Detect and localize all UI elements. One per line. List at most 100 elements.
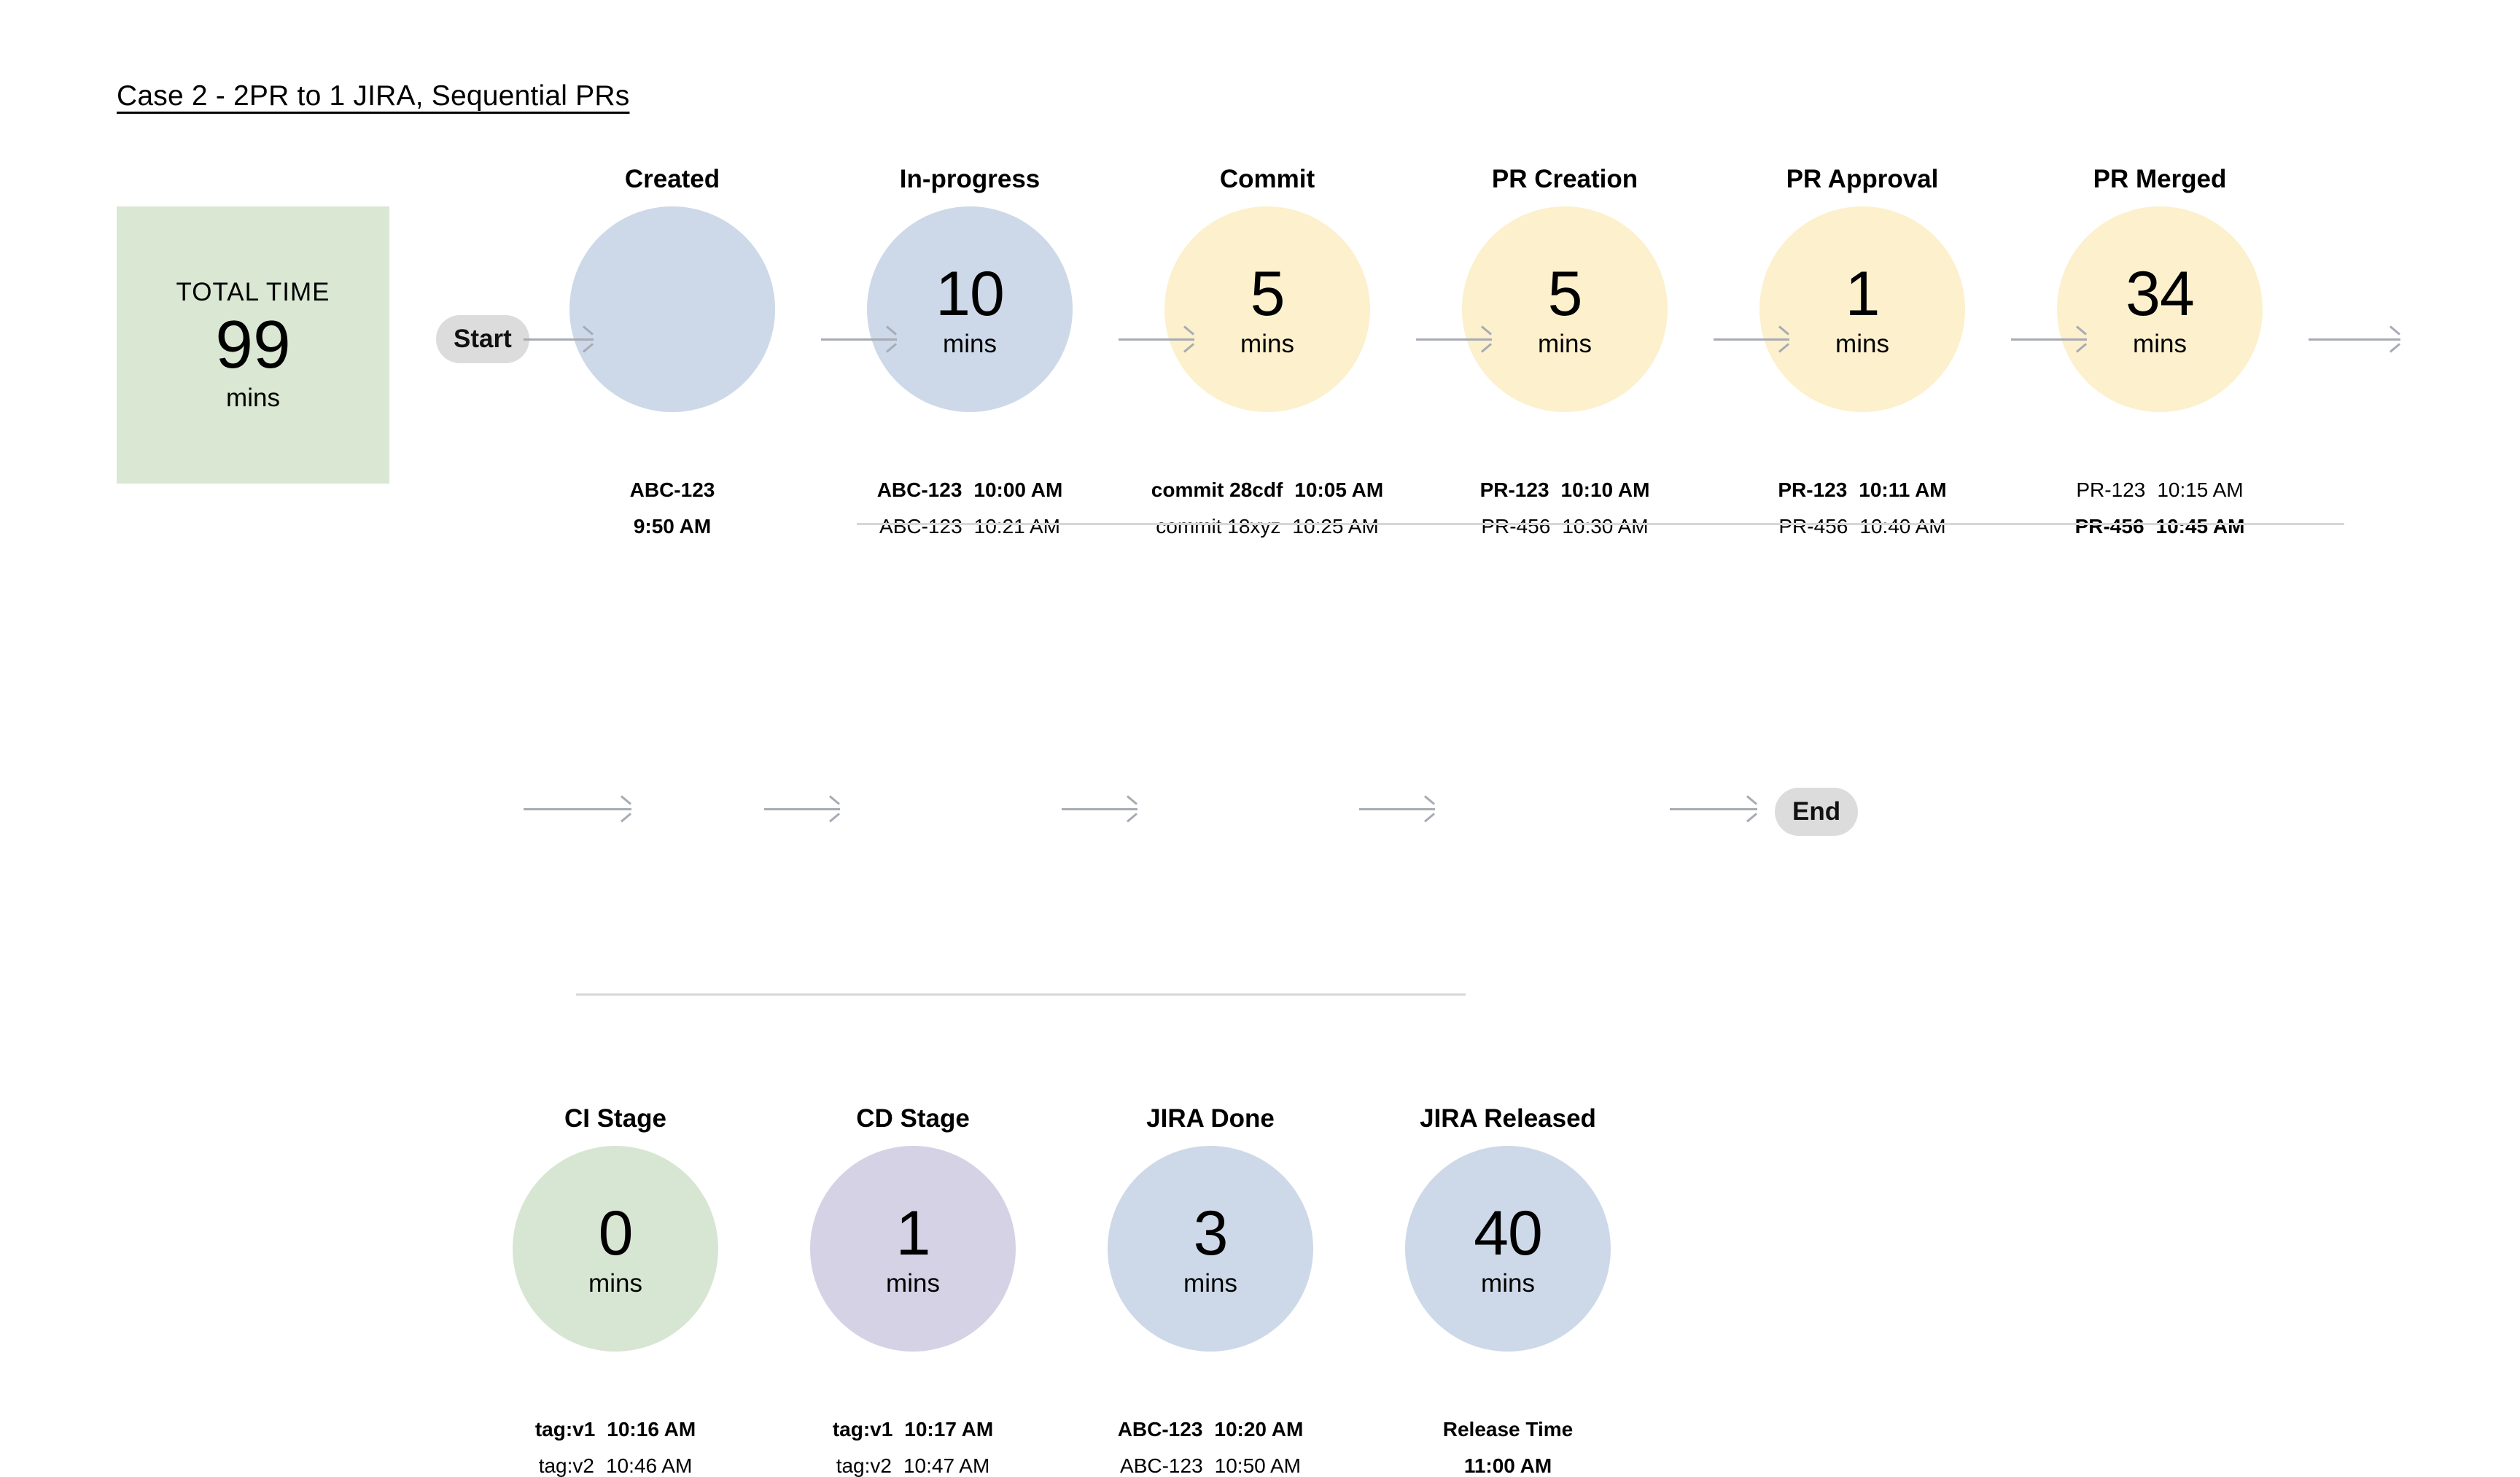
node-circle[interactable]: 0 mins: [513, 1146, 718, 1352]
meta-spacer: [764, 1440, 1062, 1456]
meta-identifier: tag:v1: [832, 1418, 893, 1441]
node-circle[interactable]: 3 mins: [1108, 1146, 1313, 1352]
node-title: CI Stage: [564, 1104, 667, 1133]
arrow-line: [764, 808, 840, 810]
arrow-head-icon: [881, 331, 897, 347]
meta-timestamp: 10:21 AM: [973, 515, 1060, 538]
node-duration-value: 5: [1250, 258, 1286, 329]
flow-arrow: [1119, 331, 1194, 347]
node-duration-value: 1: [1845, 258, 1881, 329]
meta-spacer: [1416, 500, 1714, 516]
meta-row: ABC-123 10:20 AM: [1062, 1419, 1359, 1440]
flow-arrow: [524, 331, 594, 347]
meta-row: Release Time 11:00 AM: [1359, 1419, 1657, 1476]
node-meta-list: tag:v1 10:16 AM tag:v2 10:46 AM: [467, 1419, 764, 1476]
meta-row: tag:v1 10:17 AM: [764, 1419, 1062, 1440]
arrow-head-icon: [824, 801, 840, 817]
meta-spacer: [1062, 1440, 1359, 1456]
meta-timestamp: 10:20 AM: [1214, 1418, 1304, 1441]
meta-identifier: PR-456: [1778, 515, 1848, 538]
meta-identifier: PR-123: [1479, 478, 1549, 501]
node-meta-list: PR-123 10:11 AM PR-456 10:40 AM: [1714, 480, 2011, 537]
node-duration-value: 5: [1547, 258, 1583, 329]
arrow-head-icon: [1121, 801, 1138, 817]
node-circle[interactable]: 10 mins: [867, 206, 1073, 412]
page-title: Case 2 - 2PR to 1 JIRA, Sequential PRs: [117, 80, 630, 112]
meta-timestamp: 10:50 AM: [1214, 1454, 1301, 1477]
meta-identifier: tag:v2: [538, 1454, 594, 1477]
node-title: PR Creation: [1491, 165, 1638, 193]
meta-row: ABC-123 10:21 AM: [821, 516, 1119, 537]
arrow-head-icon: [1476, 331, 1492, 347]
meta-row: PR-456 10:30 AM: [1416, 516, 1714, 537]
node-duration-unit: mins: [943, 329, 997, 358]
node-duration-value: 1: [895, 1198, 931, 1268]
flow-arrow: [2011, 331, 2087, 347]
flow-arrow: [821, 331, 897, 347]
meta-timestamp: 10:00 AM: [973, 478, 1063, 501]
flow-arrow: [524, 801, 631, 817]
node-meta-list: ABC-123 10:20 AM ABC-123 10:50 AM: [1062, 1419, 1359, 1476]
flow-arrow: [764, 801, 840, 817]
meta-timestamp: 10:30 AM: [1562, 515, 1649, 538]
meta-divider-row2: [576, 993, 1466, 996]
flow-arrow: [1062, 801, 1138, 817]
meta-row: tag:v1 10:16 AM: [467, 1419, 764, 1440]
node-duration-unit: mins: [1183, 1268, 1237, 1298]
meta-row: commit 28cdf 10:05 AM: [1119, 480, 1416, 500]
arrow-line: [2309, 338, 2400, 341]
meta-identifier: ABC-123: [879, 515, 962, 538]
meta-row: PR-456 10:45 AM: [2011, 516, 2309, 537]
node-duration-value: 10: [936, 258, 1005, 329]
node-meta-list: ABC-123 9:50 AM: [524, 480, 821, 537]
meta-identifier: ABC-123: [876, 478, 962, 501]
arrow-line: [1416, 338, 1492, 341]
node-circle[interactable]: 1 mins: [810, 1146, 1016, 1352]
node-duration-value: 40: [1474, 1198, 1543, 1268]
meta-identifier: Release Time: [1442, 1418, 1574, 1441]
flow-arrow: [2309, 331, 2400, 347]
arrow-line: [1359, 808, 1435, 810]
meta-identifier: PR-456: [1481, 515, 1551, 538]
meta-row: PR-123 10:11 AM: [1714, 480, 2011, 500]
meta-timestamp: 10:40 AM: [1859, 515, 1946, 538]
node-duration-unit: mins: [1240, 329, 1294, 358]
flow-arrow: [1416, 331, 1492, 347]
node-circle[interactable]: 34 mins: [2057, 206, 2263, 412]
arrow-head-icon: [1741, 801, 1757, 817]
node-meta-list: tag:v1 10:17 AM tag:v2 10:47 AM: [764, 1419, 1062, 1476]
flow-arrow: [1670, 801, 1757, 817]
flow-arrow: [1714, 331, 1789, 347]
node-circle[interactable]: 1 mins: [1759, 206, 1965, 412]
meta-timestamp: 10:05 AM: [1294, 478, 1384, 501]
node-title: Created: [624, 165, 720, 193]
meta-identifier: ABC-123: [629, 478, 715, 501]
node-duration-value: 0: [598, 1198, 634, 1268]
meta-row: PR-456 10:40 AM: [1714, 516, 2011, 537]
meta-timestamp: 10:15 AM: [2157, 478, 2244, 501]
meta-row: tag:v2 10:47 AM: [764, 1456, 1062, 1476]
meta-row: tag:v2 10:46 AM: [467, 1456, 764, 1476]
meta-row: PR-123 10:15 AM: [2011, 480, 2309, 500]
meta-identifier: PR-123: [2076, 478, 2146, 501]
node-circle[interactable]: 40 mins: [1405, 1146, 1611, 1352]
meta-divider-row1: [857, 523, 2344, 525]
meta-timestamp: 10:45 AM: [2155, 515, 2245, 538]
start-pill[interactable]: Start: [436, 315, 529, 363]
node-circle[interactable]: 5 mins: [1164, 206, 1370, 412]
meta-spacer: [1714, 500, 2011, 516]
node-circle[interactable]: [569, 206, 775, 412]
node-duration-unit: mins: [1835, 329, 1889, 358]
node-duration-value: 3: [1193, 1198, 1229, 1268]
meta-row: commit 18xyz 10:25 AM: [1119, 516, 1416, 537]
meta-spacer: [1119, 500, 1416, 516]
node-duration-unit: mins: [1481, 1268, 1535, 1298]
node-title: PR Merged: [2093, 165, 2227, 193]
arrow-head-icon: [578, 331, 594, 347]
node-circle[interactable]: 5 mins: [1462, 206, 1668, 412]
end-pill[interactable]: End: [1775, 788, 1859, 836]
meta-identifier: commit 28cdf: [1151, 478, 1283, 501]
meta-spacer: [467, 1440, 764, 1456]
total-time-label: TOTAL TIME: [176, 278, 330, 307]
arrow-head-icon: [1178, 331, 1194, 347]
